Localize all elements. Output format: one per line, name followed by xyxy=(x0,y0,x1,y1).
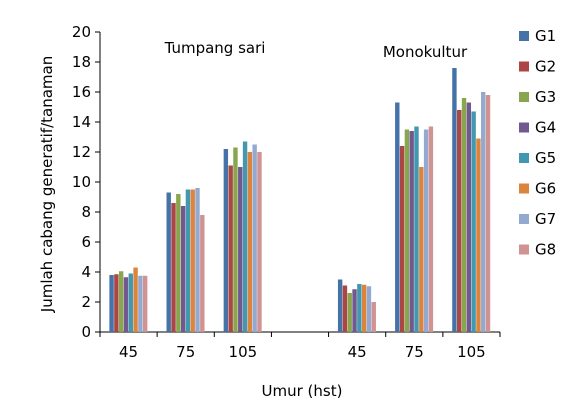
legend-swatch-g6 xyxy=(519,183,529,194)
legend-swatch-g3 xyxy=(519,92,529,102)
bar-g4-4 xyxy=(409,131,414,332)
legend-swatch-g4 xyxy=(519,122,529,133)
y-tick-label: 0 xyxy=(81,323,91,341)
bars xyxy=(109,68,491,332)
legend-swatch-g1 xyxy=(519,31,529,41)
bar-g5-5 xyxy=(471,111,476,332)
bar-g8-5 xyxy=(485,95,491,332)
bar-g7-1 xyxy=(195,188,200,332)
group-label: Monokultur xyxy=(383,43,468,61)
legend-label: G5 xyxy=(535,149,556,167)
bar-g5-3 xyxy=(357,284,362,332)
bar-g2-2 xyxy=(228,165,233,332)
legend-label: G4 xyxy=(535,119,556,137)
bar-g6-0 xyxy=(133,267,138,332)
axes: 0 2 4 6 8 10 12 14 16 18 20 xyxy=(72,23,501,341)
x-tick-label: 75 xyxy=(405,343,424,361)
bar-g1-3 xyxy=(337,279,343,332)
bar-g1-2 xyxy=(223,149,229,332)
x-tick-label: 105 xyxy=(229,343,258,361)
y-tick-label: 18 xyxy=(72,53,91,71)
bar-g2-4 xyxy=(399,146,405,332)
group-label: Tumpang sari xyxy=(164,39,266,57)
bar-g6-1 xyxy=(190,189,195,332)
bar-g1-5 xyxy=(452,68,457,332)
legend-swatch-g5 xyxy=(519,153,529,163)
x-tick-label: 105 xyxy=(457,343,486,361)
y-tick-label: 14 xyxy=(72,113,91,131)
legend-swatch-g2 xyxy=(519,61,529,72)
bar-g8-3 xyxy=(371,302,376,332)
bar-g2-0 xyxy=(114,274,119,332)
y-tick-label: 12 xyxy=(72,143,91,161)
legend: G1 G2 G3 G4 G5 G6 G7 G8 xyxy=(519,27,556,259)
bar-g6-3 xyxy=(361,284,367,332)
labels: Jumlah cabang generatif/tanaman Umur (hs… xyxy=(38,39,486,400)
bar-g4-1 xyxy=(180,206,186,332)
bar-g3-3 xyxy=(347,293,352,332)
bar-g5-0 xyxy=(128,273,133,332)
y-tick-label: 6 xyxy=(81,233,91,251)
bar-g8-0 xyxy=(142,275,148,332)
bar-g6-5 xyxy=(476,138,481,332)
bar-g7-5 xyxy=(481,92,486,332)
x-tick-label: 45 xyxy=(348,343,367,361)
bar-g6-4 xyxy=(419,167,424,332)
bar-g2-1 xyxy=(171,203,176,332)
legend-label: G6 xyxy=(535,180,556,198)
bar-g7-2 xyxy=(252,144,257,332)
y-tick-label: 20 xyxy=(72,23,91,41)
legend-label: G7 xyxy=(535,210,556,228)
x-tick-label: 75 xyxy=(176,343,195,361)
legend-swatch-g7 xyxy=(519,214,529,224)
bar-g4-2 xyxy=(238,167,243,332)
bar-g7-3 xyxy=(366,286,372,332)
bar-g8-2 xyxy=(257,152,262,332)
x-tick-label: 45 xyxy=(119,343,138,361)
bar-g1-1 xyxy=(166,192,171,332)
bar-g5-4 xyxy=(414,126,419,332)
bar-g8-1 xyxy=(200,215,205,332)
bar-g6-2 xyxy=(247,152,253,332)
bar-g1-0 xyxy=(109,275,114,332)
y-tick-label: 4 xyxy=(81,263,91,281)
legend-label: G8 xyxy=(535,241,556,259)
legend-swatch-g8 xyxy=(519,244,529,255)
bar-g1-4 xyxy=(395,102,400,332)
bar-g5-1 xyxy=(185,189,191,332)
bar-g4-5 xyxy=(466,102,472,332)
y-axis-label: Jumlah cabang generatif/tanaman xyxy=(38,56,56,313)
bar-g4-3 xyxy=(352,289,357,332)
bar-g4-0 xyxy=(123,277,129,332)
bar-g2-3 xyxy=(342,285,348,332)
bar-g7-4 xyxy=(423,129,429,332)
bar-g3-5 xyxy=(461,98,467,332)
x-axis-label: Umur (hst) xyxy=(262,382,343,400)
bar-g8-4 xyxy=(428,126,434,332)
bar-g3-2 xyxy=(233,147,238,332)
bar-g7-0 xyxy=(138,275,143,332)
y-tick-label: 10 xyxy=(72,173,91,191)
bar-g3-4 xyxy=(404,129,410,332)
bar-g3-1 xyxy=(176,194,181,332)
y-tick-label: 2 xyxy=(81,293,91,311)
bar-g5-2 xyxy=(242,141,248,332)
legend-label: G3 xyxy=(535,88,556,106)
legend-label: G2 xyxy=(535,58,556,76)
legend-label: G1 xyxy=(535,27,556,45)
bar-g3-0 xyxy=(118,271,124,332)
y-tick-label: 16 xyxy=(72,83,91,101)
bar-g2-5 xyxy=(457,110,462,332)
y-tick-label: 8 xyxy=(81,203,91,221)
